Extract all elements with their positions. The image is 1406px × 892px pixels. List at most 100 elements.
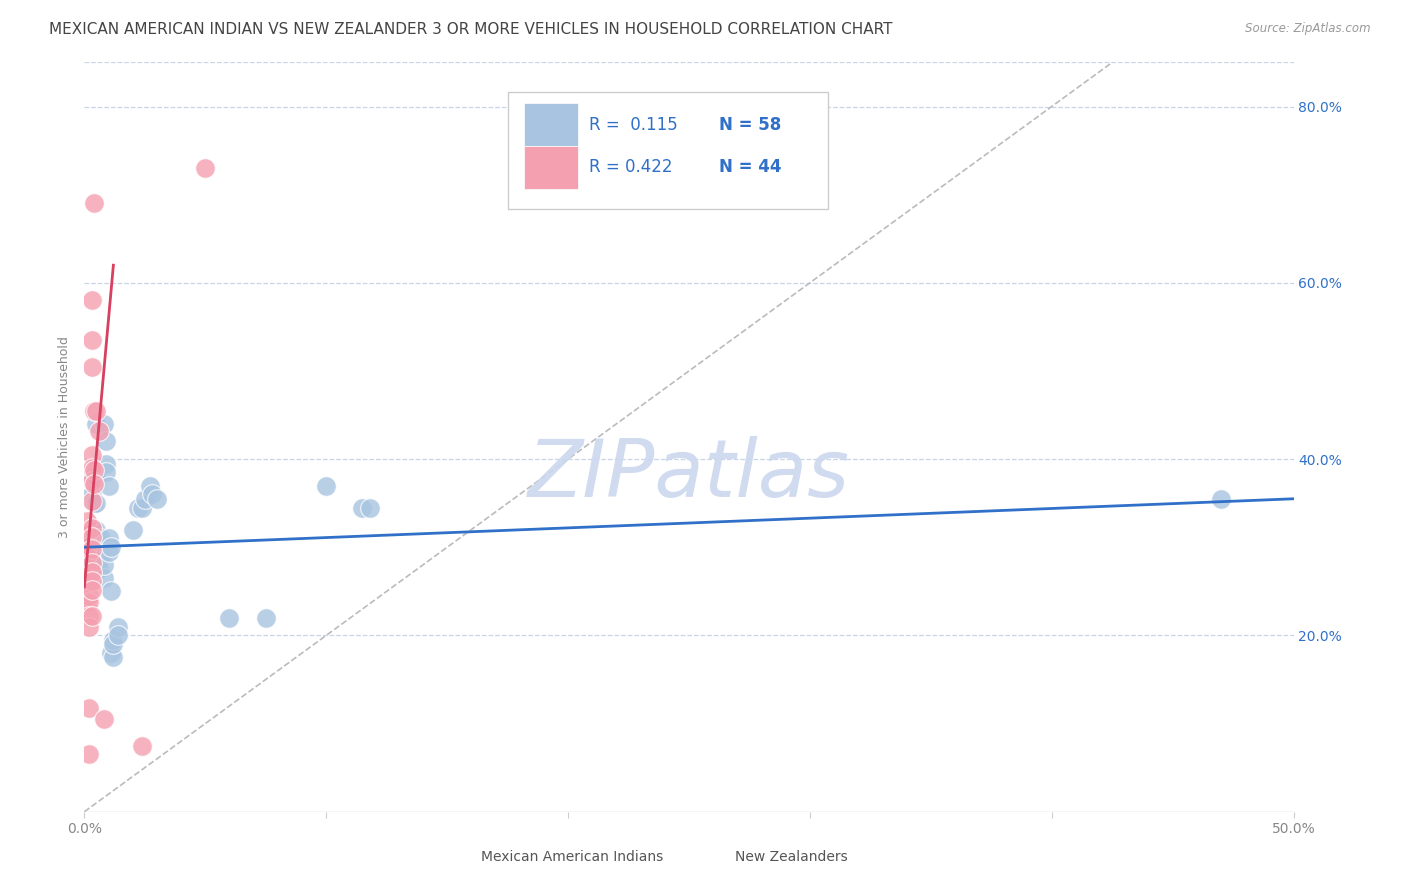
Point: [77, 700, 100, 714]
Point: [87, 553, 110, 567]
Point: [83, 541, 105, 555]
FancyBboxPatch shape: [426, 841, 475, 874]
Point: [93, 712, 115, 726]
Text: R = 0.422: R = 0.422: [589, 159, 672, 177]
Point: [77, 544, 100, 558]
Point: [76, 556, 98, 570]
Point: [93, 571, 115, 585]
Text: N = 58: N = 58: [720, 116, 782, 134]
Point: [83, 532, 105, 546]
Point: [76, 559, 98, 574]
Point: [97, 544, 120, 558]
Point: [100, 584, 122, 599]
Point: [103, 650, 125, 665]
Point: [94, 457, 117, 471]
Point: [107, 628, 129, 642]
Point: [80, 333, 103, 347]
Point: [80, 521, 103, 535]
Point: [77, 589, 100, 603]
Point: [352, 500, 374, 515]
Point: [90, 541, 112, 555]
Point: [86, 536, 108, 550]
Point: [77, 619, 100, 633]
Point: [77, 609, 100, 624]
Point: [131, 500, 153, 515]
Point: [254, 611, 277, 625]
Point: [100, 646, 122, 660]
Point: [127, 500, 149, 515]
Point: [80, 582, 103, 597]
Point: [80, 469, 103, 483]
Point: [76, 549, 98, 563]
Point: [134, 491, 156, 506]
Point: [86, 496, 108, 510]
Text: Source: ZipAtlas.com: Source: ZipAtlas.com: [1246, 22, 1371, 36]
Point: [77, 541, 100, 555]
Point: [107, 619, 129, 633]
FancyBboxPatch shape: [679, 841, 728, 874]
Point: [80, 553, 103, 567]
Point: [93, 417, 115, 431]
Point: [76, 541, 98, 555]
Point: [77, 747, 100, 762]
Point: [83, 553, 105, 567]
Point: [103, 637, 125, 651]
Point: [131, 739, 153, 753]
Point: [80, 474, 103, 488]
Point: [77, 566, 100, 581]
Point: [80, 461, 103, 475]
Point: [76, 577, 98, 591]
Point: [93, 558, 115, 572]
FancyBboxPatch shape: [508, 93, 828, 209]
Point: [94, 434, 117, 449]
Point: [97, 478, 120, 492]
Point: [76, 595, 98, 609]
Point: [359, 500, 381, 515]
Point: [80, 530, 103, 544]
Point: [76, 527, 98, 541]
Point: [86, 403, 108, 417]
Point: [86, 417, 108, 431]
Text: MEXICAN AMERICAN INDIAN VS NEW ZEALANDER 3 OR MORE VEHICLES IN HOUSEHOLD CORRELA: MEXICAN AMERICAN INDIAN VS NEW ZEALANDER…: [49, 22, 893, 37]
Point: [87, 549, 110, 563]
Point: [80, 565, 103, 579]
Point: [121, 523, 143, 537]
Point: [80, 448, 103, 462]
Point: [77, 553, 100, 567]
FancyBboxPatch shape: [524, 145, 578, 189]
Point: [76, 541, 98, 555]
Point: [80, 556, 103, 570]
Point: [315, 478, 337, 492]
Point: [83, 196, 105, 211]
Point: [87, 562, 110, 576]
Text: N = 44: N = 44: [720, 159, 782, 177]
Point: [80, 359, 103, 374]
Point: [77, 571, 100, 585]
Point: [218, 611, 240, 625]
Point: [194, 161, 217, 176]
Point: [76, 586, 98, 600]
Point: [77, 595, 100, 609]
Point: [83, 558, 105, 572]
Point: [103, 632, 125, 647]
Point: [80, 574, 103, 588]
Text: New Zealanders: New Zealanders: [735, 850, 848, 864]
Point: [86, 469, 108, 483]
Point: [141, 487, 163, 501]
Point: [80, 293, 103, 308]
Point: [90, 532, 112, 546]
Point: [80, 487, 103, 501]
Point: [146, 491, 169, 506]
Point: [80, 523, 103, 537]
Point: [100, 541, 122, 555]
Text: Mexican American Indians: Mexican American Indians: [481, 850, 664, 864]
Point: [83, 463, 105, 477]
Point: [87, 536, 110, 550]
Point: [83, 496, 105, 510]
Point: [90, 544, 112, 558]
Point: [80, 494, 103, 508]
Text: ZIPatlas: ZIPatlas: [527, 435, 851, 514]
Point: [77, 532, 100, 546]
FancyBboxPatch shape: [524, 103, 578, 146]
Point: [83, 476, 105, 491]
